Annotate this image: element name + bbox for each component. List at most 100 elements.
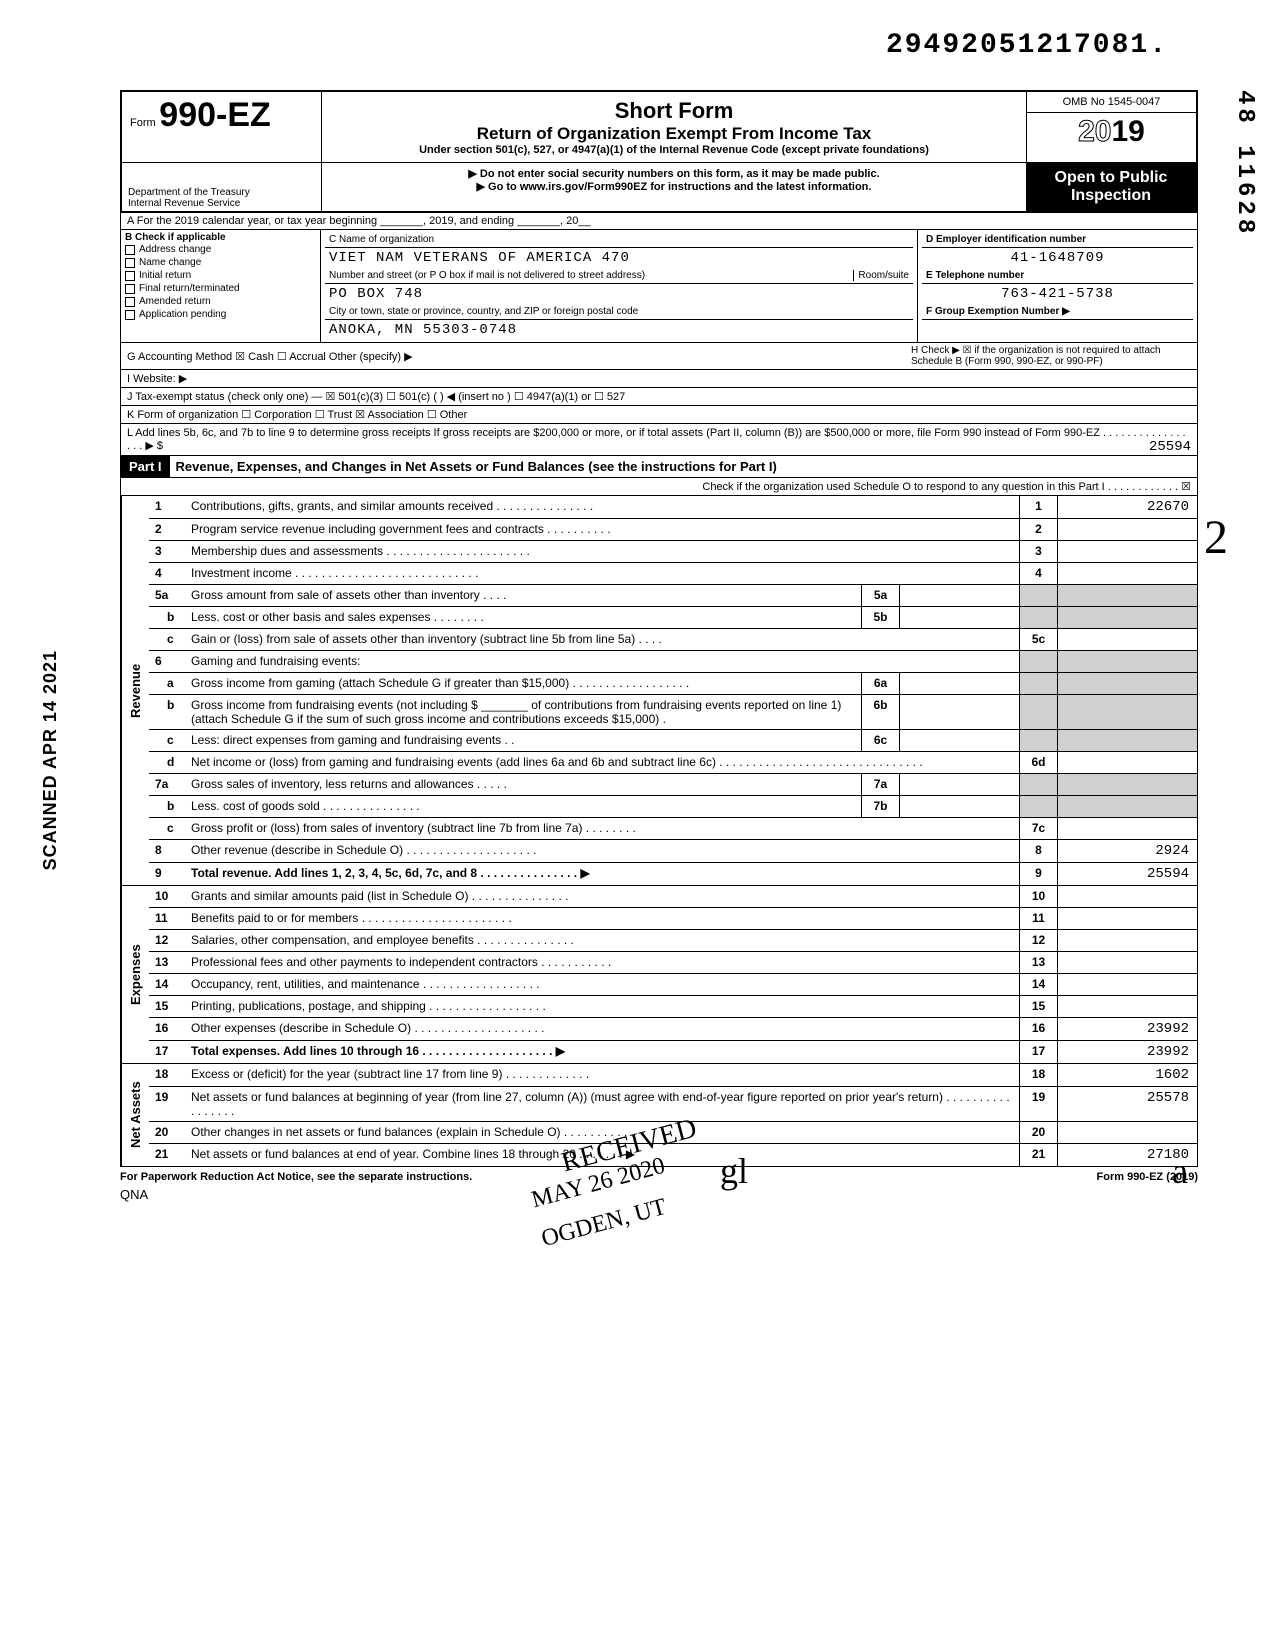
- val-col: [1057, 796, 1197, 817]
- num-col: [1019, 607, 1057, 628]
- footer: For Paperwork Reduction Act Notice, see …: [120, 1167, 1198, 1187]
- omb-number: OMB No 1545-0047: [1027, 92, 1196, 113]
- val-col: 25578: [1057, 1087, 1197, 1121]
- line-desc: Less. cost or other basis and sales expe…: [187, 607, 861, 628]
- checkbox-icon[interactable]: [125, 258, 135, 268]
- line-number: c: [149, 629, 187, 650]
- table-row: 5aGross amount from sale of assets other…: [149, 585, 1197, 607]
- num-col: [1019, 695, 1057, 729]
- line-desc: Salaries, other compensation, and employ…: [187, 930, 1019, 951]
- val-col: [1057, 730, 1197, 751]
- table-row: 14Occupancy, rent, utilities, and mainte…: [149, 974, 1197, 996]
- form-prefix: Form: [130, 117, 156, 129]
- checkbox-label: Address change: [139, 244, 211, 255]
- line-number: 6: [149, 651, 187, 672]
- line-number: 1: [149, 496, 187, 518]
- num-col: 4: [1019, 563, 1057, 584]
- line-number: 20: [149, 1122, 187, 1143]
- val-col: 2924: [1057, 840, 1197, 862]
- line-number: 18: [149, 1064, 187, 1086]
- checkbox-icon[interactable]: [125, 297, 135, 307]
- table-row: 16Other expenses (describe in Schedule O…: [149, 1018, 1197, 1041]
- mini-num: 6a: [861, 673, 899, 694]
- line-desc: Gross income from fundraising events (no…: [187, 695, 861, 729]
- document-id: 29492051217081.: [886, 30, 1168, 61]
- table-row: cLess: direct expenses from gaming and f…: [149, 730, 1197, 752]
- num-col: [1019, 730, 1057, 751]
- addr-label: Number and street (or P O box if mail is…: [329, 270, 853, 281]
- checkbox-line: Final return/terminated: [125, 282, 316, 295]
- num-col: 21: [1019, 1144, 1057, 1166]
- mini-val: [899, 673, 1019, 694]
- checkbox-label: Initial return: [139, 270, 191, 281]
- checkbox-icon[interactable]: [125, 284, 135, 294]
- part1-label: Part I: [121, 456, 170, 477]
- line-number: 3: [149, 541, 187, 562]
- mini-num: 7a: [861, 774, 899, 795]
- form-header: Form 990-EZ Short Form Return of Organiz…: [120, 90, 1198, 162]
- line-k: K Form of organization ☐ Corporation ☐ T…: [120, 406, 1198, 424]
- org-name: VIET NAM VETERANS OF AMERICA 470: [325, 248, 913, 268]
- checkbox-icon[interactable]: [125, 271, 135, 281]
- line-number: 8: [149, 840, 187, 862]
- line-desc: Less: direct expenses from gaming and fu…: [187, 730, 861, 751]
- line-number: 7a: [149, 774, 187, 795]
- checkbox-icon[interactable]: [125, 245, 135, 255]
- table-row: 3Membership dues and assessments . . . .…: [149, 541, 1197, 563]
- line-number: 17: [149, 1041, 187, 1063]
- line-desc: Gross income from gaming (attach Schedul…: [187, 673, 861, 694]
- line-desc: Gain or (loss) from sale of assets other…: [187, 629, 1019, 650]
- table-row: 8Other revenue (describe in Schedule O) …: [149, 840, 1197, 863]
- arrow-ssn: ▶ Do not enter social security numbers o…: [326, 167, 1022, 180]
- dept-treasury: Department of the Treasury: [128, 187, 315, 198]
- checkbox-icon[interactable]: [125, 310, 135, 320]
- line-number: 14: [149, 974, 187, 995]
- line-l-value: 25594: [1149, 439, 1191, 455]
- table-row: 18Excess or (deficit) for the year (subt…: [149, 1064, 1197, 1087]
- line-desc: Less. cost of goods sold . . . . . . . .…: [187, 796, 861, 817]
- num-col: 11: [1019, 908, 1057, 929]
- val-col: [1057, 629, 1197, 650]
- section-c-label: C Name of organization: [325, 232, 913, 248]
- line-desc: Gaming and fundraising events:: [187, 651, 1019, 672]
- line-number: 19: [149, 1087, 187, 1121]
- line-desc: Gross amount from sale of assets other t…: [187, 585, 861, 606]
- val-col: [1057, 695, 1197, 729]
- num-col: [1019, 585, 1057, 606]
- num-col: 12: [1019, 930, 1057, 951]
- line-desc: Total revenue. Add lines 1, 2, 3, 4, 5c,…: [187, 863, 1019, 885]
- table-row: 4Investment income . . . . . . . . . . .…: [149, 563, 1197, 585]
- line-number: c: [149, 730, 187, 751]
- table-row: 21Net assets or fund balances at end of …: [149, 1144, 1197, 1166]
- mini-num: 6c: [861, 730, 899, 751]
- num-col: 16: [1019, 1018, 1057, 1040]
- checkbox-line: Amended return: [125, 295, 316, 308]
- revenue-label: Revenue: [121, 496, 149, 885]
- table-row: 17Total expenses. Add lines 10 through 1…: [149, 1041, 1197, 1063]
- section-b-label: B Check if applicable: [125, 232, 316, 243]
- tax-year: 20201919: [1027, 113, 1196, 151]
- val-col: [1057, 519, 1197, 540]
- mini-val: [899, 796, 1019, 817]
- checkbox-line: Name change: [125, 256, 316, 269]
- num-col: 1: [1019, 496, 1057, 518]
- mini-val: [899, 695, 1019, 729]
- line-desc: Contributions, gifts, grants, and simila…: [187, 496, 1019, 518]
- section-f-label: F Group Exemption Number ▶: [922, 304, 1193, 320]
- checkbox-line: Application pending: [125, 308, 316, 321]
- dept-row: Department of the Treasury Internal Reve…: [120, 162, 1198, 213]
- val-col: [1057, 996, 1197, 1017]
- ein-value: 41-1648709: [922, 248, 1193, 268]
- val-col: 23992: [1057, 1041, 1197, 1063]
- line-number: b: [149, 607, 187, 628]
- num-col: [1019, 774, 1057, 795]
- part1-title: Revenue, Expenses, and Changes in Net As…: [170, 456, 783, 477]
- num-col: [1019, 651, 1057, 672]
- form-number: 990-EZ: [159, 96, 271, 134]
- line-desc: Membership dues and assessments . . . . …: [187, 541, 1019, 562]
- org-address: PO BOX 748: [325, 284, 913, 304]
- num-col: 6d: [1019, 752, 1057, 773]
- table-row: 6Gaming and fundraising events:: [149, 651, 1197, 673]
- qna: QNA: [120, 1187, 1198, 1202]
- line-desc: Net assets or fund balances at beginning…: [187, 1087, 1019, 1121]
